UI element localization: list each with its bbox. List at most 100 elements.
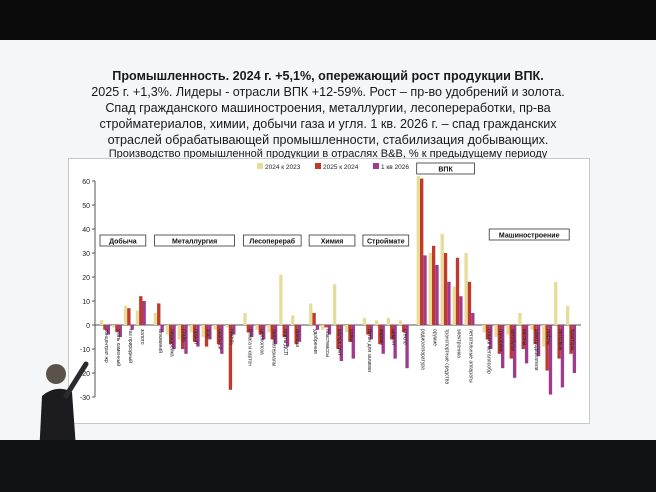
- category-label: сталь: [181, 329, 187, 342]
- bar: [471, 313, 475, 325]
- bar: [524, 325, 529, 364]
- category-label: транспортные средства: [444, 329, 450, 384]
- bar: [118, 325, 122, 337]
- bar: [111, 325, 116, 328]
- y-tick-label: 20: [82, 275, 90, 282]
- group-label-box: [362, 234, 410, 247]
- legend-swatch: [373, 163, 379, 169]
- bar: [405, 325, 409, 369]
- group-label: Строймате: [367, 238, 405, 246]
- group-label: ВПК: [438, 167, 453, 174]
- bar: [157, 303, 161, 325]
- bar: [115, 325, 119, 333]
- bar: [270, 325, 274, 340]
- bar: [297, 325, 302, 342]
- headline-line-2: 2025 г. +1,3%. Лидеры - отрасли ВПК +12-…: [91, 85, 565, 99]
- y-tick-label: 40: [82, 227, 90, 234]
- bar: [536, 325, 541, 357]
- bar: [464, 253, 468, 325]
- bar: [208, 325, 212, 340]
- bar: [533, 325, 537, 345]
- bar: [447, 281, 451, 325]
- bar: [142, 301, 146, 325]
- bar: [369, 325, 373, 340]
- group-label-box: [416, 162, 475, 175]
- category-label: газ природный: [127, 329, 134, 363]
- bar: [225, 325, 229, 328]
- category-label: оружие: [432, 329, 438, 346]
- category-label: вагоны: [521, 329, 527, 346]
- headline-line-3: Спад гражданского машиностроения, металл…: [105, 101, 551, 115]
- category-label: тракторы: [569, 329, 575, 351]
- y-tick-label: 10: [82, 299, 90, 306]
- bar: [440, 233, 444, 325]
- bar: [402, 325, 406, 333]
- bar: [381, 325, 385, 354]
- bar: [416, 176, 421, 325]
- legend-label: 2024 к 2023: [265, 164, 301, 171]
- bar: [192, 325, 197, 342]
- bar: [258, 325, 262, 335]
- bar: [554, 281, 558, 325]
- bar-chart: -30 -20 -10 0 10 20 30 40 50 60 2024 к 2023 2025 к …: [80, 162, 581, 402]
- bar: [512, 325, 517, 378]
- headline-line-4: стройматериалов, химии, добычи газа и уг…: [99, 117, 557, 131]
- group-label-box: [154, 234, 235, 247]
- bar: [285, 325, 290, 347]
- headline-line-5: отраслей обрабатывающей промышленности, …: [107, 133, 549, 147]
- bar: [216, 325, 221, 345]
- bar: [485, 325, 490, 340]
- category-label: плиты ДСП: [282, 329, 288, 356]
- bar: [506, 325, 510, 335]
- category-label: электродвигатели: [533, 329, 539, 371]
- legend-swatch: [257, 163, 263, 169]
- bar: [530, 325, 534, 330]
- category-label: концентрат жр: [103, 329, 109, 363]
- category-label: окатыши: [216, 329, 222, 350]
- bar: [566, 305, 570, 325]
- category-label: грузовики: [497, 329, 503, 352]
- bar: [309, 303, 313, 325]
- bar: [99, 320, 104, 325]
- bar: [189, 325, 193, 333]
- bar: [180, 325, 185, 349]
- category-label: летательные аппараты: [467, 329, 473, 383]
- category-label: стекло: [402, 329, 408, 345]
- bar: [228, 325, 233, 390]
- bar: [327, 325, 332, 335]
- category-label: удобрения: [312, 329, 318, 354]
- bar: [312, 313, 316, 325]
- bar: [165, 325, 170, 335]
- bar: [232, 325, 236, 335]
- bar: [497, 325, 502, 354]
- group-label: Лесоперераб: [249, 238, 295, 246]
- bar: [393, 325, 397, 359]
- bar: [572, 325, 577, 373]
- group-label: Добыча: [109, 238, 137, 246]
- y-tick-label: 60: [82, 179, 90, 186]
- bar: [332, 284, 337, 325]
- bar: [366, 325, 370, 335]
- bar: [177, 325, 181, 340]
- bar: [344, 325, 349, 333]
- category-label: автобусы: [509, 329, 515, 351]
- category-label: цемент: [390, 329, 396, 347]
- bar: [204, 325, 209, 347]
- chart-container: -30 -20 -10 0 10 20 30 40 50 60 2024 к 2023 2025 к …: [68, 158, 590, 424]
- bar: [321, 325, 325, 330]
- category-label: легковые: [557, 329, 563, 351]
- bar: [220, 325, 224, 354]
- bar: [378, 325, 382, 345]
- bar: [509, 325, 513, 359]
- bar: [560, 325, 565, 388]
- bar: [184, 325, 188, 354]
- category-label: лифты: [545, 329, 551, 345]
- bar: [261, 325, 266, 340]
- bar: [351, 325, 355, 359]
- category-label: бумага и картон: [246, 329, 252, 366]
- category-label: кирпич: [378, 329, 384, 345]
- bar: [557, 325, 561, 359]
- bar: [362, 317, 367, 325]
- bar: [127, 308, 131, 325]
- category-label: целлюлоза: [258, 329, 264, 355]
